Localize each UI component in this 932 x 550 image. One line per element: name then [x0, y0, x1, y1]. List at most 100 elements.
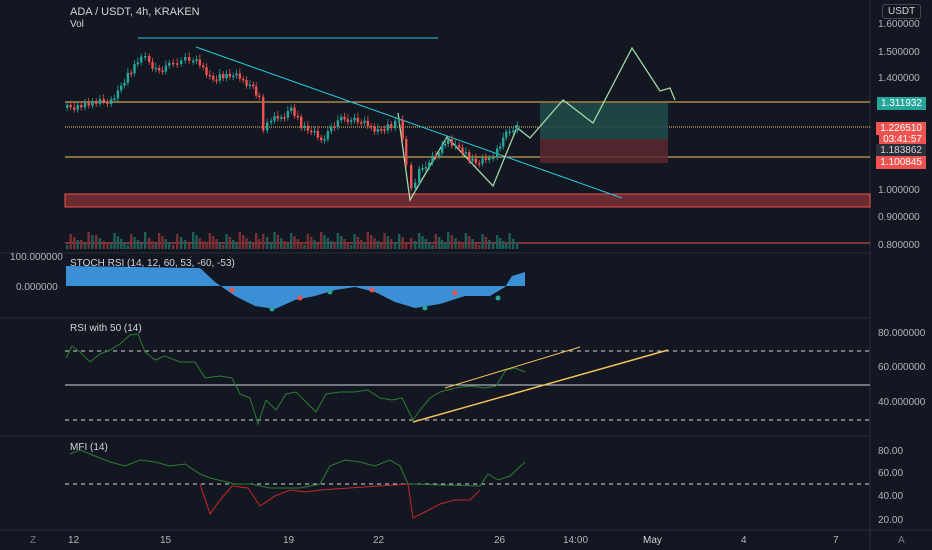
- candle: [176, 63, 179, 65]
- candle: [276, 116, 280, 119]
- mfi-title[interactable]: MFI (14): [70, 442, 108, 453]
- candle: [421, 168, 424, 170]
- volume-bar: [176, 234, 179, 249]
- candle: [313, 130, 316, 133]
- volume-bar: [296, 239, 300, 249]
- candle: [471, 158, 474, 162]
- candle: [73, 107, 76, 110]
- candle: [76, 104, 79, 110]
- volume-bar: [508, 233, 511, 249]
- volume-bar: [405, 243, 408, 249]
- volume-bar: [431, 245, 434, 249]
- candle: [225, 73, 228, 79]
- volume-bar: [180, 237, 183, 249]
- volume-bar: [300, 242, 303, 249]
- volume-bar: [286, 244, 290, 249]
- stoch-cross-dot: [369, 287, 375, 293]
- volume-bar: [471, 239, 474, 249]
- stoch-cross-dot: [422, 305, 428, 311]
- volume-bar: [330, 241, 333, 249]
- candle: [333, 126, 336, 128]
- candle: [496, 148, 499, 158]
- candle: [95, 101, 98, 104]
- candle: [208, 75, 212, 77]
- volume-bar: [248, 241, 252, 249]
- candle: [380, 129, 383, 131]
- candle: [69, 104, 72, 108]
- demand-zone: [64, 193, 871, 208]
- zoom-button[interactable]: Z: [30, 535, 37, 546]
- mfi-tick: 80.00: [878, 446, 904, 457]
- candle: [447, 139, 450, 144]
- candle: [120, 85, 123, 91]
- candle: [478, 163, 481, 165]
- volume-bar: [398, 234, 401, 249]
- stoch-tick: 0.000000: [16, 282, 58, 293]
- volume-bar: [235, 243, 238, 249]
- candle: [286, 111, 290, 118]
- candle: [280, 117, 283, 119]
- candle: [441, 144, 444, 153]
- candle: [184, 57, 187, 61]
- price-tick: 1.500000: [878, 47, 920, 58]
- volume-bar: [215, 239, 218, 249]
- volume-bar: [283, 241, 286, 249]
- time-tick: 19: [283, 535, 295, 546]
- volume-bar: [461, 244, 464, 249]
- candle: [98, 99, 102, 104]
- candle: [320, 137, 323, 140]
- auto-scale-button[interactable]: A: [898, 535, 905, 546]
- volume-bar: [481, 234, 484, 249]
- candle: [144, 56, 147, 58]
- volume-bar: [123, 242, 126, 249]
- volume-bar: [140, 243, 143, 249]
- stoch-cross-dot: [495, 295, 501, 301]
- candle: [252, 84, 255, 87]
- currency-badge[interactable]: USDT: [882, 4, 922, 19]
- candle: [405, 139, 408, 165]
- volume-bar: [450, 235, 454, 249]
- volume-bar: [370, 235, 373, 249]
- candle: [136, 62, 140, 65]
- volume-bar: [434, 234, 438, 249]
- candle: [363, 120, 366, 123]
- candle: [376, 129, 380, 132]
- volume-bar: [73, 237, 76, 249]
- candle: [474, 158, 478, 164]
- candle: [428, 162, 431, 168]
- candle: [444, 144, 447, 146]
- stoch-title[interactable]: STOCH RSI (14, 12, 60, 53, -60, -53): [70, 258, 235, 269]
- candle: [316, 130, 320, 138]
- volume-bar: [232, 240, 235, 249]
- candle: [293, 107, 296, 116]
- candle: [508, 131, 511, 133]
- candle: [353, 117, 356, 121]
- volume-bar: [401, 237, 404, 249]
- mid-price-tag: 1.183862: [876, 144, 926, 157]
- last-price-tag: 1.226510: [876, 122, 926, 135]
- candle: [394, 120, 397, 129]
- volume-bar: [205, 244, 208, 249]
- volume-bar: [410, 238, 413, 249]
- candle: [140, 56, 143, 63]
- volume-bar: [444, 243, 447, 249]
- volume-bar: [188, 243, 191, 249]
- candle: [390, 124, 393, 129]
- mfi-line-above: [69, 449, 526, 489]
- volume-bar: [144, 232, 147, 249]
- candle: [130, 72, 133, 75]
- volume-bar: [245, 238, 248, 249]
- volume-bar: [195, 235, 198, 249]
- symbol-title[interactable]: ADA / USDT, 4h, KRAKEN: [70, 6, 200, 18]
- candle: [262, 96, 265, 131]
- time-tick: May: [643, 535, 662, 546]
- rsi-title[interactable]: RSI with 50 (14): [70, 323, 142, 334]
- candle: [198, 59, 202, 66]
- candle: [215, 79, 218, 82]
- volume-bar: [313, 240, 316, 249]
- resistance-price-tag: 1.311932: [877, 97, 926, 110]
- candle: [434, 155, 438, 158]
- volume-bar: [421, 236, 424, 249]
